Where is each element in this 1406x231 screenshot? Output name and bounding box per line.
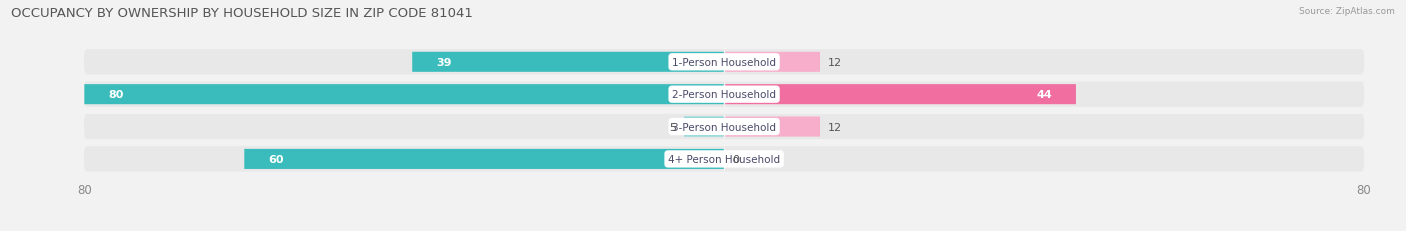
Text: OCCUPANCY BY OWNERSHIP BY HOUSEHOLD SIZE IN ZIP CODE 81041: OCCUPANCY BY OWNERSHIP BY HOUSEHOLD SIZE… [11,7,474,20]
FancyBboxPatch shape [84,85,724,105]
Text: 60: 60 [269,154,284,164]
FancyBboxPatch shape [84,82,1364,107]
Text: 0: 0 [733,154,740,164]
FancyBboxPatch shape [724,52,820,73]
Text: 80: 80 [108,90,124,100]
Text: 2-Person Household: 2-Person Household [672,90,776,100]
FancyBboxPatch shape [84,114,1364,140]
Text: 12: 12 [828,122,842,132]
Text: Source: ZipAtlas.com: Source: ZipAtlas.com [1299,7,1395,16]
Text: 5: 5 [669,122,676,132]
Text: 4+ Person Household: 4+ Person Household [668,154,780,164]
FancyBboxPatch shape [412,52,724,73]
Text: 1-Person Household: 1-Person Household [672,58,776,67]
FancyBboxPatch shape [245,149,724,169]
FancyBboxPatch shape [84,50,1364,75]
Text: 12: 12 [828,58,842,67]
Text: 44: 44 [1036,90,1052,100]
FancyBboxPatch shape [685,117,724,137]
Text: 3-Person Household: 3-Person Household [672,122,776,132]
FancyBboxPatch shape [724,85,1076,105]
FancyBboxPatch shape [84,147,1364,172]
Text: 39: 39 [436,58,451,67]
FancyBboxPatch shape [724,117,820,137]
